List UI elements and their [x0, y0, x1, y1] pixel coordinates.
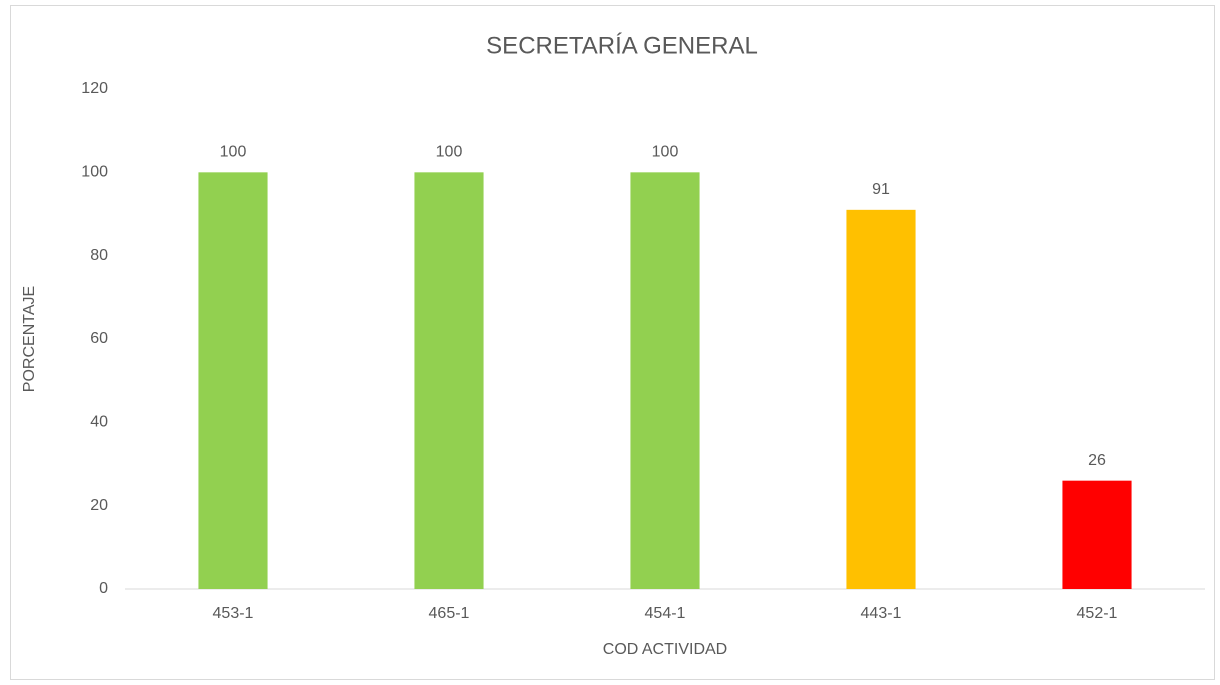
- data-label: 100: [436, 144, 463, 161]
- x-tick-label: 453-1: [213, 605, 254, 622]
- bar: [846, 209, 916, 590]
- bar: [630, 172, 700, 590]
- bar: [198, 172, 268, 590]
- data-label: 91: [872, 181, 890, 198]
- y-tick-label: 60: [90, 330, 108, 347]
- chart-border: [10, 5, 1215, 680]
- data-label: 100: [652, 144, 679, 161]
- bar: [1062, 480, 1132, 589]
- data-label: 26: [1088, 452, 1106, 469]
- x-tick-label: 443-1: [861, 605, 902, 622]
- bar: [414, 172, 484, 590]
- x-tick-label: 454-1: [645, 605, 686, 622]
- y-tick-label: 0: [99, 580, 108, 597]
- x-tick-label: 452-1: [1077, 605, 1118, 622]
- y-tick-label: 80: [90, 247, 108, 264]
- y-axis-label: PORCENTAJE: [21, 286, 38, 392]
- data-label: 100: [220, 144, 247, 161]
- x-axis-label: COD ACTIVIDAD: [603, 641, 727, 658]
- x-tick-label: 465-1: [429, 605, 470, 622]
- y-tick-label: 40: [90, 414, 108, 431]
- y-tick-label: 20: [90, 497, 108, 514]
- y-tick-label: 120: [81, 80, 108, 97]
- y-tick-label: 100: [81, 164, 108, 181]
- chart-title: SECRETARÍA GENERAL: [486, 32, 758, 59]
